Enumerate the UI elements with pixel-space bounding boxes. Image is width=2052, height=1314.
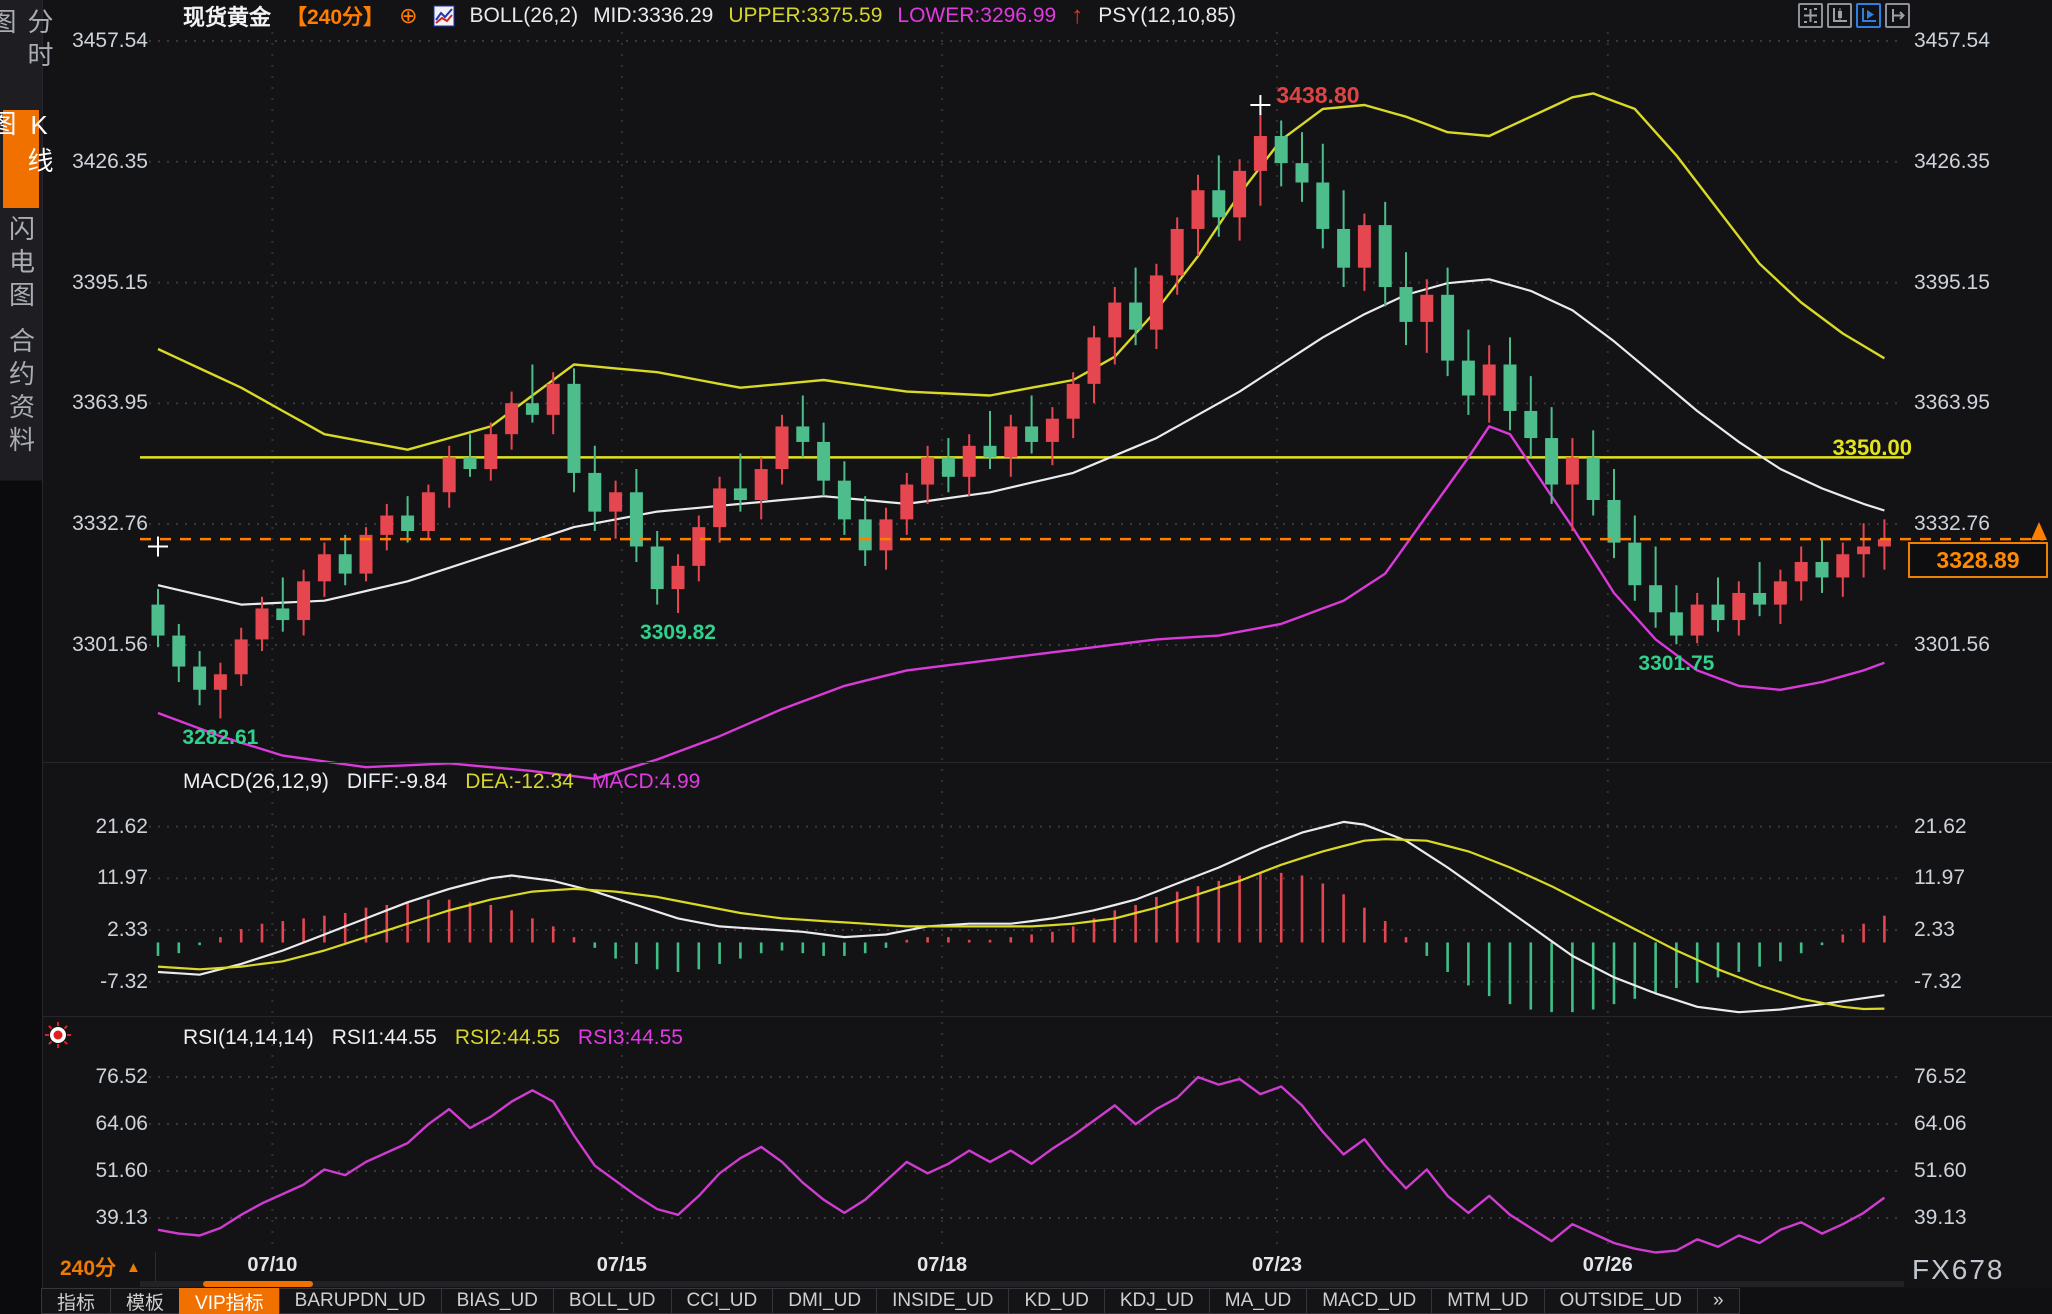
toolbar-tab[interactable]: MACD_UD <box>1306 1288 1433 1314</box>
horizontal-line-price-label: 3350.00 <box>1832 435 1912 460</box>
period-value: 240分 <box>60 1257 117 1280</box>
current-price-badge: 3328.89 <box>1908 542 2048 578</box>
macd-dea-value: DEA:-12.34 <box>465 770 574 793</box>
rsi-axis-left-label: 76.52 <box>95 1065 148 1088</box>
axis-candle-icon[interactable] <box>1827 3 1852 28</box>
price-axis-right-label: 3426.35 <box>1914 149 1990 173</box>
macd-axis-right-label: -7.32 <box>1914 969 1962 993</box>
high-price-annotation: 3438.80 <box>1276 81 1360 108</box>
axis-shift-icon[interactable] <box>1885 3 1910 28</box>
price-axis-left-label: 3301.56 <box>72 633 148 656</box>
macd-macd-value: MACD:4.99 <box>591 770 701 793</box>
date-tick-label: 07/15 <box>596 1254 647 1276</box>
period-label[interactable]: 【240分】 <box>286 5 385 29</box>
low-price-annotation: 3309.82 <box>640 621 716 645</box>
toolbar-tab[interactable]: MA_UD <box>1208 1288 1308 1314</box>
price-axis-right-label: 3363.95 <box>1914 391 1990 415</box>
rsi-axis-right-label: 64.06 <box>1914 1112 1967 1135</box>
indicator-toolbar: 指标 模板 VIP指标 BARUPDN_UD BIAS_UD BOLL_UD CCI_UD D… <box>41 1288 2052 1314</box>
sidebar-tab-1[interactable]: 分时图 <box>0 8 54 74</box>
macd-axis-right-label: 2.33 <box>1914 918 1955 941</box>
price-axis-left-label: 3395.15 <box>72 270 148 294</box>
price-axis-left-label: 3363.95 <box>72 391 148 415</box>
rsi2-value: RSI2:44.55 <box>454 1026 560 1049</box>
x-scrollbar-thumb[interactable] <box>203 1281 313 1287</box>
price-axis-left-label: 3332.76 <box>72 512 148 536</box>
rsi1-value: RSI1:44.55 <box>331 1026 437 1049</box>
rsi-title: RSI(14,14,14) <box>183 1026 314 1049</box>
rsi-axis-left-label: 64.06 <box>95 1112 148 1135</box>
toolbar-tab[interactable]: BOLL_UD <box>552 1288 672 1314</box>
rsi-indicator-row: RSI(14,14,14) RSI1:44.55 RSI2:44.55 RSI3… <box>183 1026 683 1050</box>
toolbar-tab[interactable]: BIAS_UD <box>440 1288 554 1314</box>
x-scrollbar-track[interactable] <box>140 1281 1904 1287</box>
boll-upper-value: UPPER:3375.59 <box>728 3 883 27</box>
toolbar-tab[interactable]: OUTSIDE_UD <box>1543 1288 1698 1314</box>
toolbar-tab[interactable]: 指标 <box>41 1288 112 1314</box>
date-tick-label: 07/26 <box>1582 1254 1633 1276</box>
rsi-axis-right-label: 39.13 <box>1914 1206 1967 1230</box>
price-axis-left-label: 3426.35 <box>72 149 148 173</box>
chart-header: 现货黄金 【240分】 ⊕ BOLL(26,2) MID:3336.29 UPP… <box>183 0 1236 31</box>
axis-play-icon[interactable] <box>1856 3 1881 28</box>
sidebar: 分时图 K线图闪电图合约资料 <box>0 0 54 1314</box>
rsi-axis-left-label: 51.60 <box>95 1159 148 1182</box>
date-tick-label: 07/18 <box>917 1254 968 1276</box>
chart-type-icon[interactable] <box>433 5 455 27</box>
toolbar-tab[interactable]: BARUPDN_UD <box>278 1288 442 1314</box>
window-layout-icons <box>1798 3 1910 28</box>
rsi-axis-right-label: 76.52 <box>1914 1065 1967 1088</box>
toolbar-tab[interactable]: INSIDE_UD <box>876 1288 1010 1314</box>
period-selector[interactable]: 240分 ▲ <box>46 1252 156 1282</box>
toolbar-tab[interactable]: CCI_UD <box>670 1288 774 1314</box>
low-price-annotation: 3301.75 <box>1638 652 1715 676</box>
macd-title: MACD(26,12,9) <box>183 770 329 793</box>
symbol-title: 现货黄金 <box>183 4 272 30</box>
triangle-up-icon: ▲ <box>126 1258 141 1276</box>
macd-axis-right-label: 21.62 <box>1914 814 1967 838</box>
rsi3-value: RSI3:44.55 <box>577 1026 683 1049</box>
add-indicator-icon[interactable]: ⊕ <box>399 2 418 28</box>
macd-axis-left-label: 21.62 <box>95 814 148 838</box>
boll-lower-value: LOWER:3296.99 <box>897 3 1057 27</box>
toolbar-tab[interactable]: 模板 <box>110 1288 181 1314</box>
price-axis-right-label: 3332.76 <box>1914 512 1990 536</box>
low-price-annotation: 3282.61 <box>182 726 259 750</box>
price-axis-right-label: 3457.54 <box>1914 29 1990 52</box>
sidebar-tab-3[interactable]: 闪电图 <box>5 214 36 314</box>
toolbar-tab[interactable]: MTM_UD <box>1431 1288 1545 1314</box>
price-axis-right-label: 3301.56 <box>1914 633 1990 656</box>
boll-mid-value: MID:3336.29 <box>593 3 714 27</box>
macd-indicator-row: MACD(26,12,9) DIFF:-9.84 DEA:-12.34 MACD… <box>183 770 700 794</box>
red-alarm-icon <box>44 1021 72 1054</box>
rsi-axis-right-label: 51.60 <box>1914 1159 1967 1182</box>
panel-divider <box>42 762 2052 763</box>
panel-divider <box>42 1016 2052 1017</box>
date-tick-label: 07/23 <box>1252 1254 1303 1276</box>
boll-label: BOLL(26,2) <box>469 3 579 27</box>
toolbar-tab[interactable]: VIP指标 <box>179 1288 280 1314</box>
toolbar-tab[interactable]: KD_UD <box>1008 1288 1105 1314</box>
macd-diff-value: DIFF:-9.84 <box>346 770 448 793</box>
sidebar-tab-4[interactable]: 合约资料 <box>5 327 36 459</box>
psy-label: PSY(12,10,85) <box>1098 3 1236 27</box>
macd-axis-left-label: -7.32 <box>100 969 148 993</box>
rsi-axis-left-label: 39.13 <box>95 1206 148 1230</box>
more-tabs-button[interactable]: » <box>1696 1288 1740 1314</box>
macd-axis-left-label: 11.97 <box>97 866 148 890</box>
macd-axis-left-label: 2.33 <box>107 918 148 941</box>
macd-axis-right-label: 11.97 <box>1914 866 1965 890</box>
brand-watermark: FX678 <box>1912 1254 2005 1285</box>
quad-grid-icon[interactable] <box>1798 3 1823 28</box>
price-up-arrow-icon: ↑ <box>1071 1 1084 29</box>
toolbar-tab[interactable]: DMI_UD <box>772 1288 878 1314</box>
sidebar-tab-2[interactable]: K线图 <box>0 110 54 208</box>
toolbar-tab[interactable]: KDJ_UD <box>1103 1288 1210 1314</box>
price-axis-right-label: 3395.15 <box>1914 270 1990 294</box>
date-tick-label: 07/10 <box>247 1254 298 1276</box>
price-axis-left-label: 3457.54 <box>72 29 148 52</box>
